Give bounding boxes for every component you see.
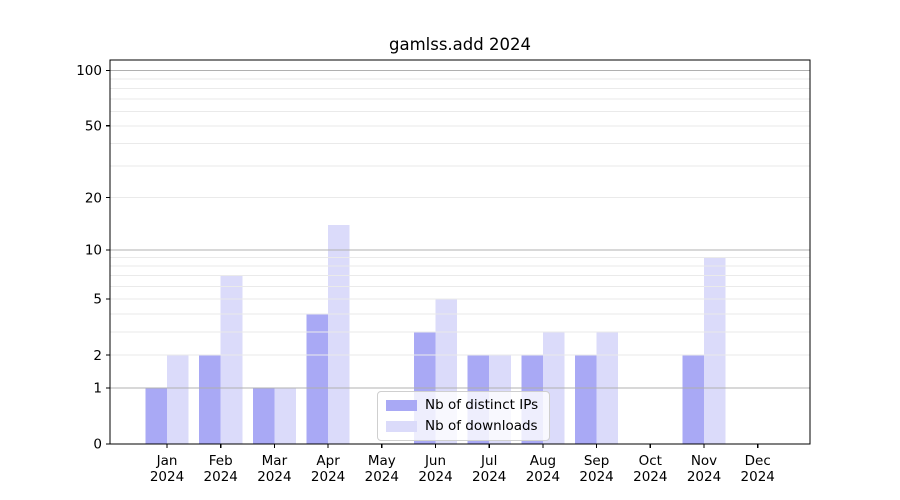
legend-item-distinct-ips: Nb of distinct IPs (386, 397, 539, 413)
y-tick-label-2: 2 (93, 348, 102, 364)
y-tick-label-1: 1 (93, 381, 102, 397)
y-tick-label-100: 100 (76, 63, 102, 79)
x-tick-label-year-feb: 2024 (204, 469, 238, 485)
legend-item-downloads: Nb of downloads (386, 417, 538, 434)
x-tick-label-month-jul: Jul (480, 453, 497, 469)
legend: Nb of distinct IPs Nb of downloads (377, 391, 551, 441)
x-tick-label-month-oct: Oct (639, 453, 662, 469)
x-tick-label-month-jan: Jan (156, 453, 178, 469)
x-tick-label-month-mar: Mar (262, 453, 288, 469)
x-tick-label-month-jun: Jun (424, 453, 446, 469)
x-tick-label-year-oct: 2024 (633, 469, 667, 485)
bar-distinct-ips-mar (252, 387, 275, 444)
bar-downloads-apr (328, 224, 350, 444)
x-tick-label-month-aug: Aug (530, 453, 556, 469)
x-tick-label-month-sep: Sep (584, 453, 609, 469)
legend-label-distinct-ips: Nb of distinct IPs (425, 397, 539, 413)
x-tick-label-month-dec: Dec (745, 453, 771, 469)
bar-distinct-ips-jan (145, 387, 167, 444)
bar-downloads-mar (274, 387, 296, 444)
plot-border (109, 59, 811, 445)
y-tick-label-5: 5 (93, 292, 102, 308)
x-tick-label-year-jul: 2024 (472, 469, 506, 485)
x-tick-label-year-nov: 2024 (687, 469, 721, 485)
x-tick-label-year-dec: 2024 (741, 469, 775, 485)
bar-distinct-ips-sep (575, 355, 597, 444)
bar-distinct-ips-feb (199, 355, 221, 444)
x-tick-label-year-aug: 2024 (526, 469, 560, 485)
y-tick-label-10: 10 (85, 243, 102, 259)
bar-distinct-ips-nov (682, 355, 704, 444)
y-tick-label-20: 20 (85, 190, 102, 206)
x-tick-label-year-apr: 2024 (311, 469, 345, 485)
legend-swatch-downloads (386, 420, 417, 432)
x-tick-label-month-apr: Apr (316, 453, 340, 469)
y-tick-label-0: 0 (93, 437, 102, 453)
x-tick-label-month-nov: Nov (691, 453, 717, 469)
x-tick-label-month-feb: Feb (209, 453, 233, 469)
legend-label-downloads: Nb of downloads (425, 417, 538, 434)
x-tick-label-year-jun: 2024 (418, 469, 452, 485)
x-tick-label-year-may: 2024 (365, 469, 399, 485)
bar-downloads-feb (220, 275, 243, 444)
x-tick-label-month-may: May (368, 453, 396, 469)
x-tick-label-year-jan: 2024 (150, 469, 184, 485)
bar-distinct-ips-apr (306, 313, 329, 444)
y-tick-label-50: 50 (85, 119, 102, 135)
x-tick-label-year-sep: 2024 (579, 469, 613, 485)
bar-downloads-nov (704, 257, 726, 444)
x-tick-label-year-mar: 2024 (257, 469, 291, 485)
bar-downloads-jan (167, 355, 189, 444)
legend-swatch-distinct-ips (386, 400, 417, 412)
